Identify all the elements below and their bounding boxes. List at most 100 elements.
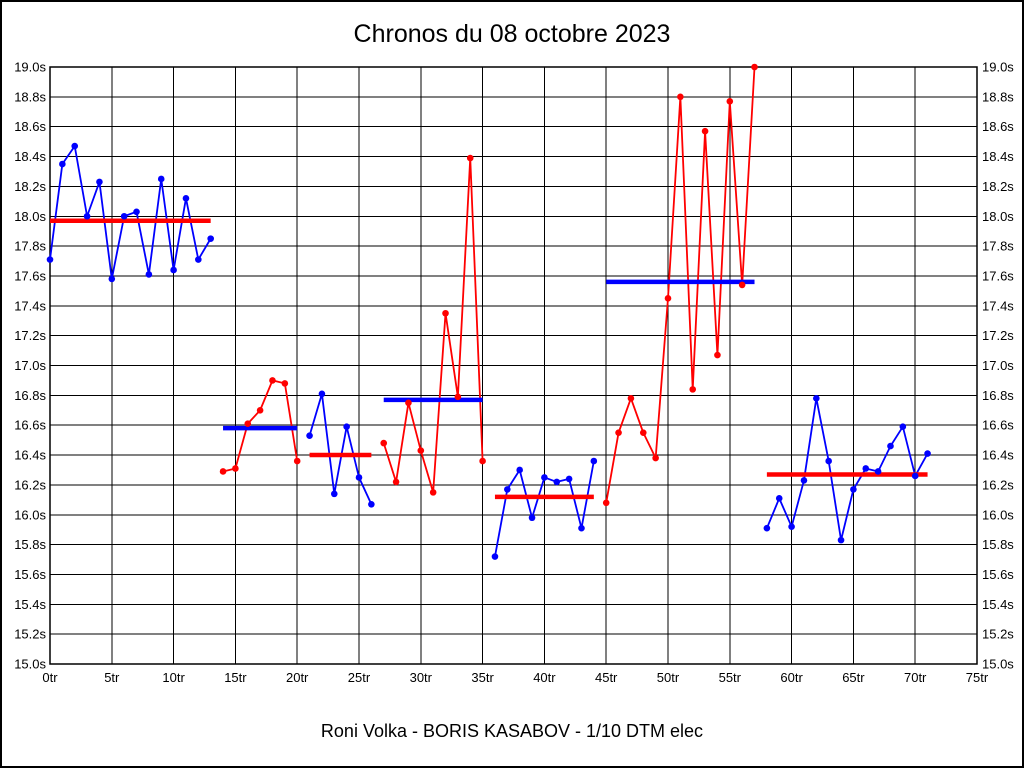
y-axis-tick-label-left: 18.6s — [14, 119, 46, 134]
x-axis-tick-label: 20tr — [286, 670, 309, 685]
y-axis-tick-label-right: 16.4s — [982, 448, 1014, 463]
stint-1-lap-point — [157, 175, 165, 183]
stint-6-lap-point — [639, 429, 647, 436]
x-axis-tick-label: 45tr — [595, 670, 618, 685]
stint-7-lap-point — [924, 450, 931, 457]
stint-4-lap-point — [479, 457, 486, 465]
y-axis-tick-label-right: 18.2s — [982, 179, 1014, 194]
y-axis-tick-label-right: 15.0s — [982, 657, 1014, 672]
x-axis-tick-label: 65tr — [842, 670, 865, 685]
y-axis-tick-label-right: 15.4s — [982, 597, 1014, 612]
stint-5-lap-point — [504, 486, 511, 493]
stint-1-lap-point — [83, 212, 91, 220]
y-axis-tick-label-right: 15.2s — [982, 627, 1014, 642]
y-axis-tick-label-right: 16.6s — [982, 418, 1014, 433]
stint-6-lap-point — [677, 93, 684, 101]
stint-1-lap-point — [108, 275, 116, 283]
stint-1-lap-point — [195, 256, 202, 263]
stint-6-lap-point — [627, 395, 635, 402]
stint-7-line — [766, 397, 929, 542]
stint-3-lap-point — [343, 423, 350, 430]
y-axis-tick-label-right: 18.8s — [982, 89, 1014, 104]
plot-border — [49, 66, 978, 665]
chart-caption: Roni Volka - BORIS KASABOV - 1/10 DTM el… — [320, 721, 704, 741]
stint-7-lap-point — [813, 395, 820, 402]
stint-6-lap-point — [738, 281, 746, 289]
stint-1-lap-point — [170, 266, 177, 274]
y-axis-tick-label-left: 18.0s — [14, 209, 46, 224]
x-axis-tick-label: 0tr — [42, 670, 58, 685]
y-axis-tick-label-left: 15.2s — [14, 627, 46, 642]
stint-4-lap-point — [392, 478, 400, 486]
x-axis-tick-label: 60tr — [780, 670, 803, 685]
stint-5-lap-point — [590, 457, 598, 465]
y-axis-tick-label-right: 18.6s — [982, 119, 1014, 134]
stint-5-lap-point — [516, 466, 523, 474]
stint-4-lap-point — [429, 489, 437, 496]
y-axis-tick-label-left: 17.4s — [14, 298, 46, 313]
y-axis-tick-label-left: 17.0s — [14, 358, 46, 373]
x-axis-tick-label: 35tr — [471, 670, 494, 685]
stint-4-lap-point — [454, 393, 462, 401]
stint-2-lap-point — [293, 457, 301, 465]
stint-1-lap-point — [59, 160, 66, 168]
y-axis-tick-label-left: 16.2s — [14, 477, 46, 492]
y-axis-tick-label-right: 16.8s — [982, 388, 1014, 403]
stint-3-line — [308, 392, 373, 505]
stint-4-lap-point — [466, 154, 474, 162]
stint-5-lap-point — [553, 478, 561, 486]
y-axis-tick-label-right: 18.4s — [982, 149, 1014, 164]
stint-5-lap-point — [565, 475, 573, 483]
x-axis-tick-label: 75tr — [966, 670, 989, 685]
stint-1-lap-point — [120, 212, 128, 220]
stint-7-lap-point — [862, 465, 870, 472]
stint-5-lap-point — [578, 524, 585, 532]
y-axis-tick-label-left: 17.2s — [14, 328, 46, 343]
stint-3-lap-point — [330, 490, 338, 498]
stint-7-lap-point — [911, 472, 919, 480]
y-axis-tick-label-right: 16.0s — [982, 507, 1014, 522]
y-axis-tick-label-left: 17.8s — [14, 239, 46, 254]
stint-7-lap-point — [874, 468, 882, 475]
y-axis-tick-label-right: 18.0s — [982, 209, 1014, 224]
stint-5-lap-point — [541, 474, 548, 481]
y-axis-tick-label-left: 15.0s — [14, 657, 46, 672]
stint-6-lap-point — [602, 499, 610, 507]
y-axis-tick-label-left: 16.6s — [14, 418, 46, 433]
stint-6-lap-point — [664, 295, 672, 302]
stint-1-line — [49, 145, 212, 280]
stint-6-lap-point — [652, 454, 659, 462]
stint-6-lap-point — [751, 63, 758, 71]
y-axis-tick-label-right: 17.4s — [982, 298, 1014, 313]
stint-2-lap-point — [269, 377, 276, 384]
stint-6-lap-point — [701, 127, 709, 135]
stint-1-lap-point — [46, 256, 54, 263]
stint-4-lap-point — [442, 309, 449, 317]
x-axis-tick-label: 70tr — [904, 670, 927, 685]
stint-4-line — [382, 157, 484, 494]
x-axis-tick-label: 15tr — [224, 670, 247, 685]
stint-5-lap-point — [491, 553, 499, 560]
y-axis-tick-label-left: 15.8s — [14, 537, 46, 552]
x-axis-tick-label: 55tr — [719, 670, 742, 685]
stint-7-lap-point — [887, 442, 894, 450]
stint-5-lap-point — [528, 514, 536, 522]
y-axis-tick-label-left: 16.8s — [14, 388, 46, 403]
stint-3-lap-point — [368, 501, 375, 508]
stint-7-lap-point — [850, 486, 857, 493]
y-axis-tick-label-left: 16.0s — [14, 507, 46, 522]
y-axis-tick-label-right: 17.0s — [982, 358, 1014, 373]
y-axis-tick-label-right: 16.2s — [982, 477, 1014, 492]
stint-6-line — [605, 66, 756, 503]
stint-2-lap-point — [244, 420, 252, 428]
stint-7-lap-point — [775, 495, 783, 502]
x-axis-tick-label: 40tr — [533, 670, 556, 685]
stint-7-lap-point — [899, 423, 907, 430]
x-axis-tick-label: 10tr — [162, 670, 185, 685]
y-axis-tick-label-left: 15.6s — [14, 567, 46, 582]
stint-1-lap-point — [133, 208, 140, 216]
stint-7-lap-point — [837, 536, 845, 544]
stint-6-lap-point — [714, 351, 721, 359]
